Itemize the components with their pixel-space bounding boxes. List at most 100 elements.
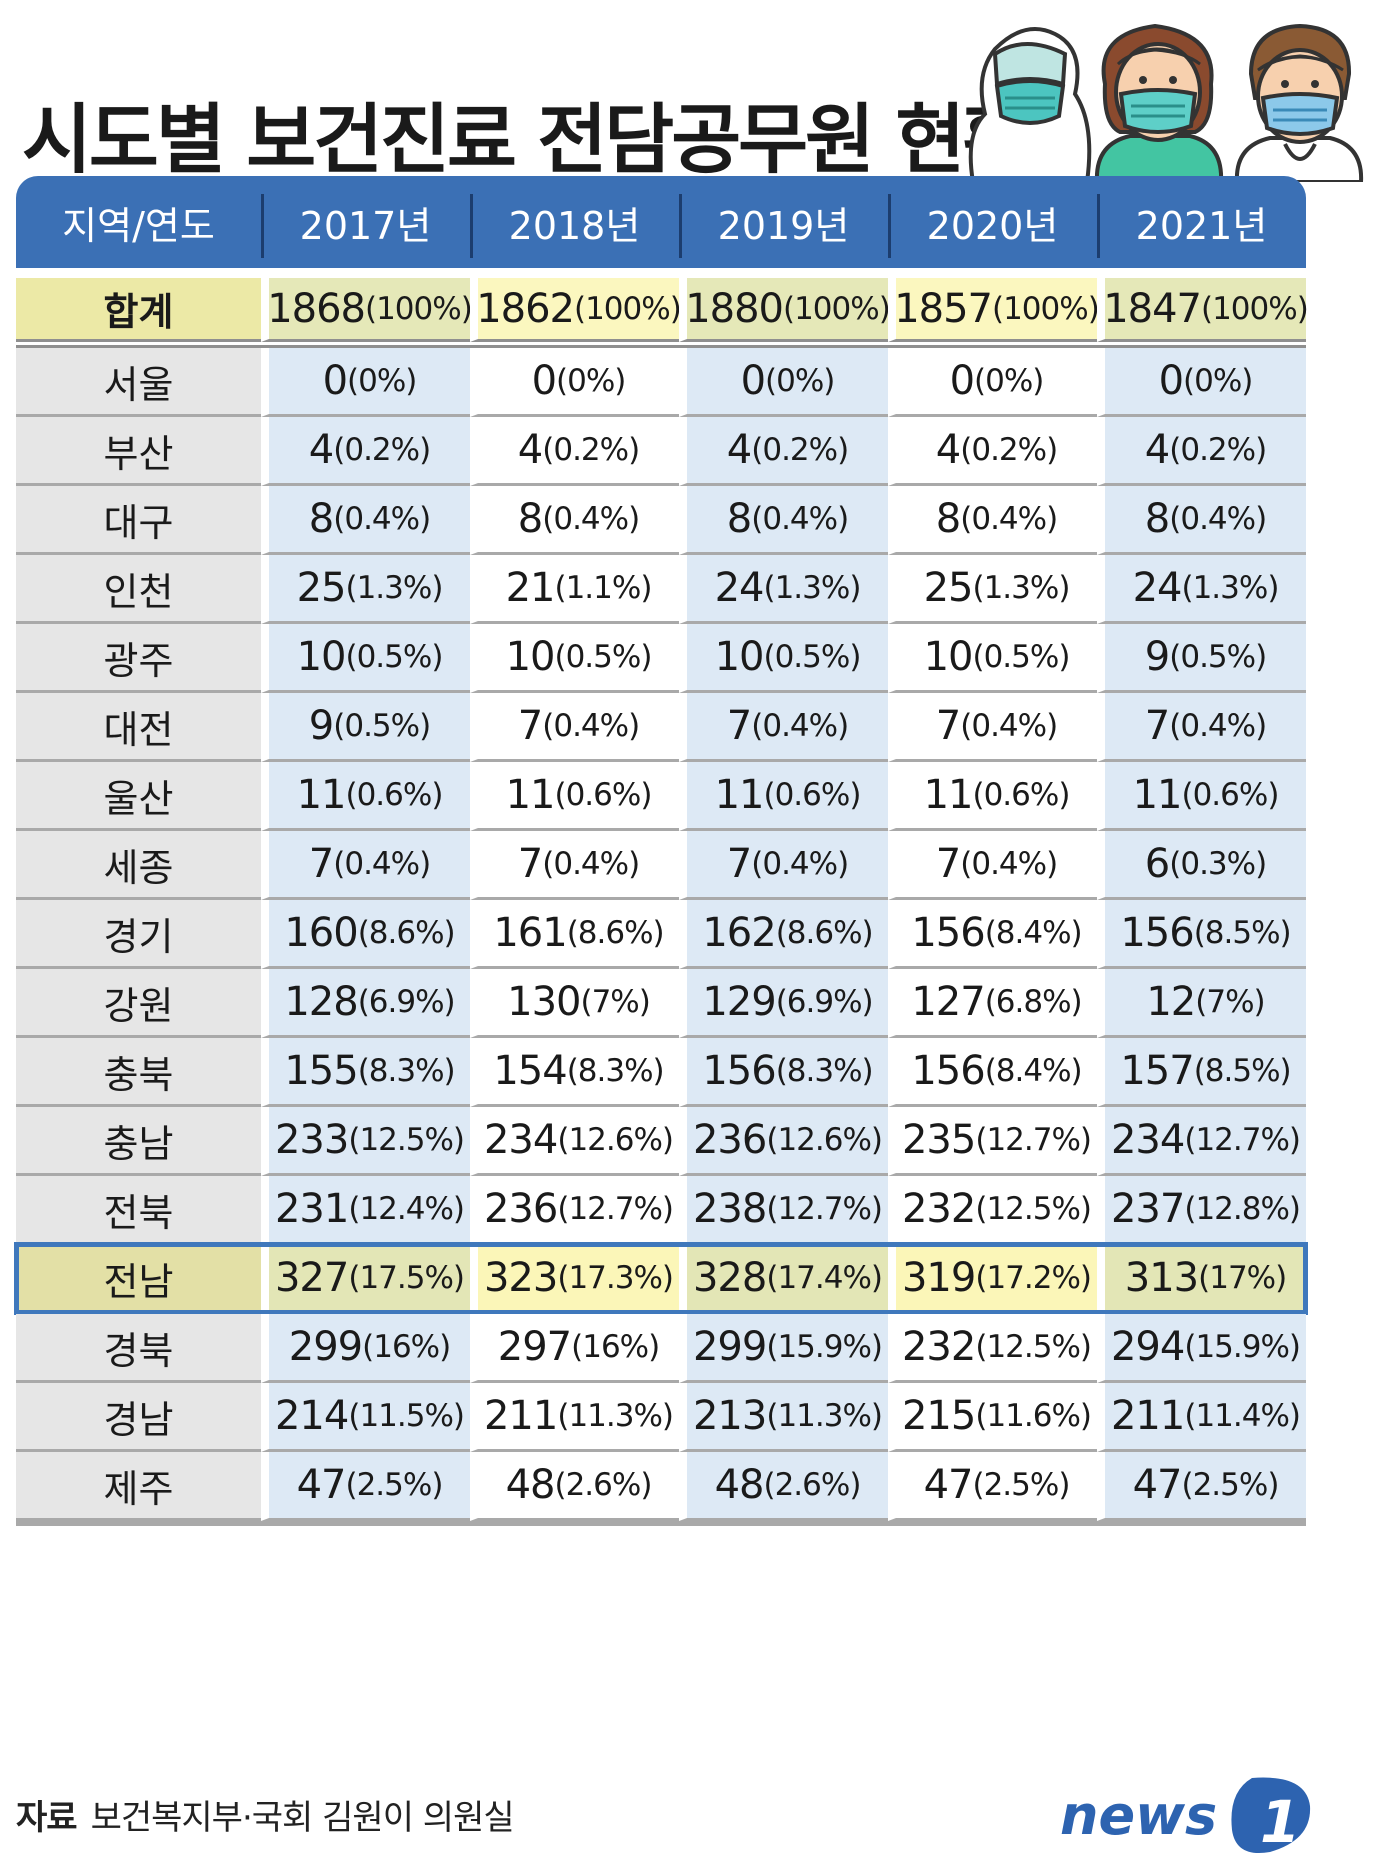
cell-value: 7 <box>935 703 961 749</box>
cell-value: 313 <box>1124 1255 1199 1301</box>
cell-value: 156 <box>702 1048 776 1094</box>
cell-percent: (8.3%) <box>357 1053 456 1089</box>
header-cell-region-year: 지역/연도 <box>62 203 215 248</box>
header-cell-2021: 2021년 <box>1097 176 1306 268</box>
cell-percent: (0.5%) <box>763 639 861 675</box>
table-row-highlighted: 전남 327 (17.5%) 323 (17.3%) 328 (17.4%) 319 (17.2… <box>14 1242 1308 1315</box>
total-divider <box>16 345 1306 348</box>
cell-value: 10 <box>923 634 974 680</box>
cell-percent: (12.5%) <box>975 1191 1092 1227</box>
table-cell: 4 (0.2%) <box>1097 417 1306 486</box>
cell-percent: (8.6%) <box>357 915 456 951</box>
cell-value: 4 <box>726 427 752 473</box>
table-row: 세종 7 (0.4%) 7 (0.4%) 7 (0.4%) 7 (0.4%) 6 (0.3%) <box>16 831 1306 900</box>
row-label-6: 울산 <box>16 762 261 831</box>
header-cell-2017: 2017년 <box>261 176 470 268</box>
cell-percent: (7%) <box>1195 984 1265 1020</box>
row-label-3: 인천 <box>16 555 261 624</box>
cell-percent: (8.3%) <box>566 1053 665 1089</box>
table-cell: 156 (8.3%) <box>679 1038 888 1107</box>
table-cell: 128 (6.9%) <box>261 969 470 1038</box>
cell-percent: (0.6%) <box>763 777 861 813</box>
cell-percent: (0.4%) <box>1169 501 1267 537</box>
row-label-4: 광주 <box>16 624 261 693</box>
cell-value: 0 <box>531 358 557 404</box>
cell-percent: (0.4%) <box>542 846 640 882</box>
table-cell: 4 (0.2%) <box>888 417 1097 486</box>
cell-value: 8 <box>726 496 752 542</box>
table-cell: 232 (12.5%) <box>888 1176 1097 1245</box>
cell-percent: (0.4%) <box>333 501 431 537</box>
table-cell: 8 (0.4%) <box>470 486 679 555</box>
cell-percent: (0.6%) <box>345 777 443 813</box>
cell-percent: (8.5%) <box>1193 1053 1292 1089</box>
cell-value: 156 <box>911 1048 985 1094</box>
cell-percent: (2.5%) <box>1181 1467 1279 1503</box>
table-cell: 215 (11.6%) <box>888 1383 1097 1452</box>
table-cell: 211 (11.3%) <box>470 1383 679 1452</box>
page-title: 시도별 보건진료 전담공무원 현황 <box>22 95 1032 184</box>
table-cell: 157 (8.5%) <box>1097 1038 1306 1107</box>
cell-value: 4 <box>308 427 334 473</box>
cell-percent: (11.5%) <box>348 1398 465 1434</box>
cell-percent: (12.4%) <box>348 1191 465 1227</box>
table-cell: 328 (17.4%) <box>679 1245 888 1314</box>
cell-value: 215 <box>901 1393 976 1439</box>
cell-percent: (17.3%) <box>557 1260 674 1296</box>
cell-percent: (1.1%) <box>554 570 652 606</box>
cell-percent: (17.2%) <box>975 1260 1092 1296</box>
cell-value: 4 <box>517 427 543 473</box>
row-label-15: 경남 <box>16 1383 261 1452</box>
source-label: 자료 <box>16 1798 78 1838</box>
table-cell: 25 (1.3%) <box>261 555 470 624</box>
cell-value: 327 <box>274 1255 349 1301</box>
table-row: 대전 9 (0.5%) 7 (0.4%) 7 (0.4%) 7 (0.4%) 7 (0.4%) <box>16 693 1306 762</box>
cell-value: 21 <box>505 565 556 611</box>
table-row: 서울 0 (0%) 0 (0%) 0 (0%) 0 (0%) 0 (0%) <box>16 348 1306 417</box>
cell-percent: (2.5%) <box>345 1467 443 1503</box>
cell-percent: (0.4%) <box>751 846 849 882</box>
table-cell: 0 (0%) <box>679 348 888 417</box>
table-cell: 7 (0.4%) <box>888 693 1097 762</box>
cell-value: 7 <box>1144 703 1170 749</box>
cell-percent: (0.4%) <box>960 501 1058 537</box>
header-cell-2019: 2019년 <box>679 176 888 268</box>
table-cell: 238 (12.7%) <box>679 1176 888 1245</box>
table-cell: 48 (2.6%) <box>470 1452 679 1521</box>
table-cell: 12 (7%) <box>1097 969 1306 1038</box>
table-row: 대구 8 (0.4%) 8 (0.4%) 8 (0.4%) 8 (0.4%) 8 (0.4%) <box>16 486 1306 555</box>
cell-percent: (2.6%) <box>763 1467 861 1503</box>
nurse-figure-icon <box>1094 23 1224 182</box>
table-cell: 11 (0.6%) <box>261 762 470 831</box>
cell-percent: (6.8%) <box>984 984 1083 1020</box>
cell-value: 7 <box>308 841 334 887</box>
cell-percent: (2.6%) <box>554 1467 652 1503</box>
cell-value: 25 <box>296 565 347 611</box>
cell-percent: (100%) <box>991 290 1100 327</box>
table-row: 강원 128 (6.9%) 130 (7%) 129 (6.9%) 127 (6.8%) 12 (7… <box>16 969 1306 1038</box>
cell-percent: (8.4%) <box>984 1053 1083 1089</box>
cell-percent: (12.7%) <box>766 1191 883 1227</box>
cell-value: 1847 <box>1103 285 1202 332</box>
row-label-13: 전남 <box>16 1245 261 1314</box>
table-cell: 7 (0.4%) <box>679 693 888 762</box>
cell-value: 234 <box>1110 1117 1185 1163</box>
cell-value: 155 <box>284 1048 358 1094</box>
table-cell: 0 (0%) <box>888 348 1097 417</box>
cell-percent: (0.4%) <box>542 708 640 744</box>
cell-value: 211 <box>1110 1393 1185 1439</box>
cell-value: 162 <box>702 910 776 956</box>
cell-value: 1862 <box>476 285 575 332</box>
cell-percent: (0.2%) <box>751 432 849 468</box>
table-cell: 327 (17.5%) <box>261 1245 470 1314</box>
table-cell: 154 (8.3%) <box>470 1038 679 1107</box>
table-cell: 10 (0.5%) <box>261 624 470 693</box>
cell-percent: (0.2%) <box>1169 432 1267 468</box>
table-cell: 237 (12.8%) <box>1097 1176 1306 1245</box>
cell-percent: (0.4%) <box>751 708 849 744</box>
cell-percent: (0.4%) <box>751 501 849 537</box>
cell-value: 232 <box>901 1324 976 1370</box>
cell-value: 299 <box>288 1324 363 1370</box>
table-cell: 9 (0.5%) <box>261 693 470 762</box>
cell-value: 234 <box>483 1117 558 1163</box>
